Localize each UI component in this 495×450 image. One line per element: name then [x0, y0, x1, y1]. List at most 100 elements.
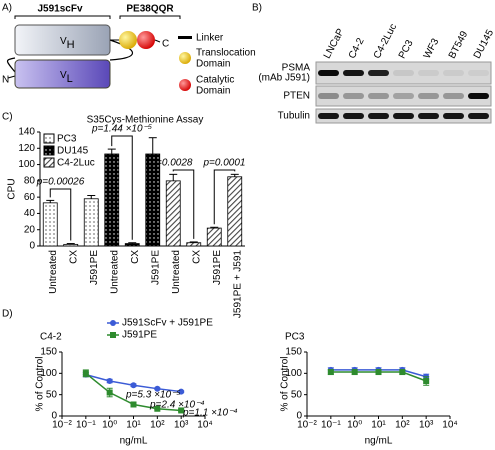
panel-label: A): [2, 3, 12, 14]
y-tick-label: 80: [24, 175, 36, 186]
bar: [83, 198, 99, 247]
bracket: [119, 15, 181, 19]
band: [393, 93, 414, 99]
y-tick-label: 60: [24, 192, 36, 203]
chart-title: S35Cys-Methionine Assay: [87, 115, 204, 126]
x-label: ng/mL: [365, 436, 393, 447]
row-label: PSMA: [282, 63, 311, 74]
bar: [63, 243, 79, 247]
legend-marker: [110, 332, 116, 338]
lane-label: C4-2Luc: [372, 22, 399, 61]
y-tick-label: 0: [296, 411, 302, 422]
x-tick-label: Untreated: [171, 250, 182, 294]
bar: [165, 180, 181, 247]
y-tick-label: 40: [24, 208, 36, 219]
point: [351, 369, 358, 376]
row-label: Tubulin: [278, 111, 310, 122]
panel-label: B): [252, 3, 262, 14]
toxin-label: PE38QQR: [126, 4, 174, 15]
x-tick-label: 10⁻¹: [76, 420, 96, 431]
legend-label: PC3: [57, 134, 77, 145]
point: [399, 369, 406, 376]
y-tick-label: 0: [51, 411, 57, 422]
legend-linker: [178, 36, 192, 39]
legend-text: Domain: [196, 86, 230, 97]
blot: [315, 61, 492, 85]
chart-title: PC3: [285, 332, 305, 343]
y-label: CPU: [7, 178, 18, 199]
x-tick-label: 10³: [419, 420, 434, 431]
n-term: N: [2, 75, 9, 86]
x-label: ng/mL: [120, 436, 148, 447]
point: [130, 401, 137, 408]
row-label: (mAb J591): [258, 73, 310, 84]
panel-label: D): [2, 309, 13, 320]
lane-label: LNCaP: [322, 27, 347, 61]
x-tick-label: J591PE: [150, 250, 161, 285]
point: [106, 378, 113, 385]
point: [154, 385, 161, 392]
band: [318, 113, 339, 119]
blot: [315, 85, 492, 107]
bar: [227, 176, 243, 247]
point: [327, 369, 334, 376]
x-tick-label: CX: [191, 250, 202, 264]
annotation: p=2.4 ×10⁻⁴: [149, 400, 205, 411]
vh-text: VH: [60, 36, 75, 51]
x-tick-label: 10⁴: [442, 420, 457, 431]
band: [343, 113, 364, 119]
x-tick-label: 10⁰: [347, 420, 362, 431]
legend-text: Catalytic: [196, 75, 234, 86]
vl-letter: V: [60, 70, 67, 81]
band: [318, 93, 339, 99]
legend-label: J591ScFv + J591PE: [122, 318, 213, 329]
legend-catalytic: [179, 79, 191, 91]
error-bar: [87, 195, 96, 199]
band: [443, 70, 464, 76]
y-tick-label: 0: [29, 241, 35, 252]
error-bar: [46, 199, 55, 203]
x-tick-label: J591PE: [212, 250, 223, 285]
chart-title: C4-2: [40, 332, 62, 343]
band: [393, 70, 414, 76]
panel-label: C): [2, 112, 13, 123]
point: [375, 369, 382, 376]
annotation: p=5.3 ×10⁻⁵: [125, 390, 181, 401]
bracket: [213, 169, 236, 225]
y-label: % of Control: [280, 356, 291, 411]
lane-label: BT549: [447, 29, 471, 61]
n-term-line: [7, 75, 16, 79]
c-term: C: [162, 39, 169, 50]
x-tick-label: 10³: [174, 420, 189, 431]
x-tick-label: CX: [130, 250, 141, 264]
point: [423, 378, 430, 385]
vl-sub: L: [67, 73, 73, 85]
bar: [206, 227, 222, 247]
annotation: p=0.0001: [203, 158, 246, 169]
legend-swatch: [43, 133, 55, 144]
vh-sub: H: [67, 39, 75, 51]
vl-text: VL: [60, 70, 73, 85]
lane-label: C4-2: [347, 36, 367, 61]
x-tick-label: Untreated: [109, 250, 120, 294]
x-tick-label: J591PE: [89, 250, 100, 285]
x-tick-label: J591PE + J591: [232, 250, 243, 319]
band: [418, 93, 439, 99]
x-tick-label: 10⁻²: [297, 420, 317, 431]
x-tick-label: 10²: [150, 420, 165, 431]
bracket: [172, 169, 195, 239]
y-tick-label: 120: [18, 143, 35, 154]
y-tick-label: 150: [285, 347, 302, 358]
y-tick-label: 140: [18, 127, 35, 138]
band: [418, 113, 439, 119]
annotation: p=0.0028: [150, 158, 193, 169]
lane-label: PC3: [397, 38, 416, 61]
legend-translocation: [179, 52, 191, 64]
error-bar: [107, 148, 116, 154]
translocation-domain: [119, 31, 137, 49]
x-tick-label: CX: [68, 250, 79, 264]
y-tick-label: 150: [40, 347, 57, 358]
x-tick-label: Untreated: [48, 250, 59, 294]
